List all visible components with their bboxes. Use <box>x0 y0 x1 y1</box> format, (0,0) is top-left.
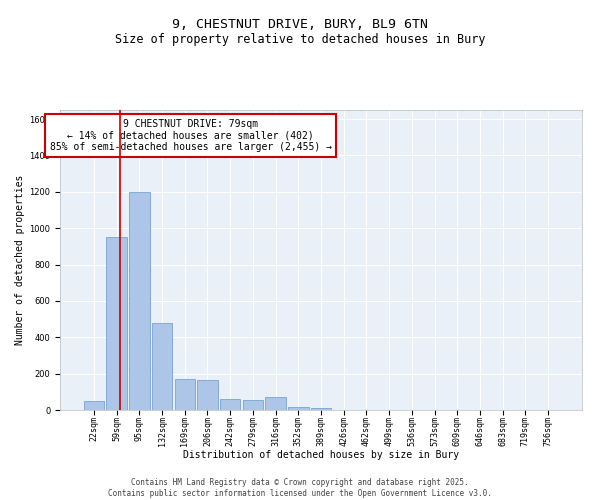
Bar <box>197 380 218 410</box>
Text: Contains HM Land Registry data © Crown copyright and database right 2025.
Contai: Contains HM Land Registry data © Crown c… <box>108 478 492 498</box>
Y-axis label: Number of detached properties: Number of detached properties <box>15 175 25 345</box>
Bar <box>129 192 149 410</box>
Bar <box>311 408 331 410</box>
Text: Size of property relative to detached houses in Bury: Size of property relative to detached ho… <box>115 32 485 46</box>
Bar <box>152 322 172 410</box>
Text: 9, CHESTNUT DRIVE, BURY, BL9 6TN: 9, CHESTNUT DRIVE, BURY, BL9 6TN <box>172 18 428 30</box>
Bar <box>175 379 195 410</box>
Bar <box>242 400 263 410</box>
Bar <box>288 408 308 410</box>
Text: 9 CHESTNUT DRIVE: 79sqm
← 14% of detached houses are smaller (402)
85% of semi-d: 9 CHESTNUT DRIVE: 79sqm ← 14% of detache… <box>49 119 331 152</box>
Bar <box>265 398 286 410</box>
Bar <box>106 238 127 410</box>
Bar <box>220 399 241 410</box>
X-axis label: Distribution of detached houses by size in Bury: Distribution of detached houses by size … <box>183 450 459 460</box>
Bar <box>84 401 104 410</box>
